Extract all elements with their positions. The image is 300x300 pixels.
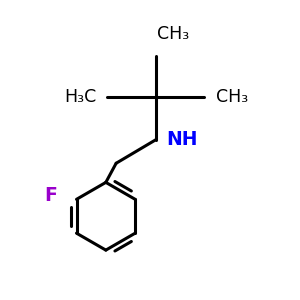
Text: CH₃: CH₃ (158, 25, 190, 43)
Text: H₃C: H₃C (65, 88, 97, 106)
Text: CH₃: CH₃ (216, 88, 248, 106)
Text: NH: NH (166, 130, 198, 149)
Text: F: F (44, 186, 57, 205)
